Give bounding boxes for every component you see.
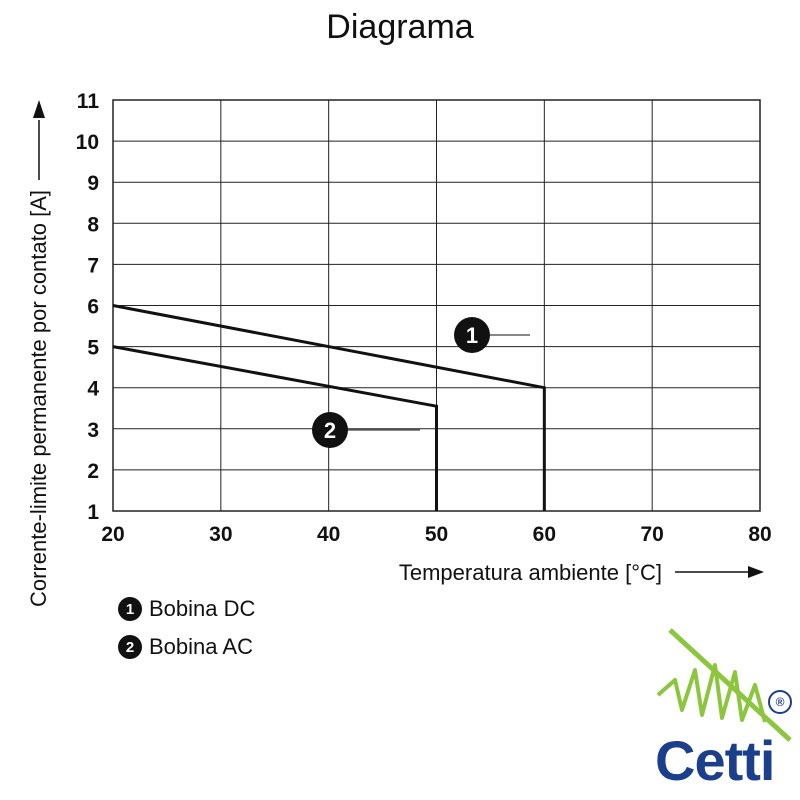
- y-axis-arrow-head: [33, 100, 45, 118]
- y-tick-label: 9: [87, 172, 99, 195]
- chart-title: Diagrama: [326, 8, 474, 46]
- y-tick-label: 4: [87, 378, 99, 401]
- y-tick-label: 7: [87, 254, 99, 277]
- legend-marker-1: 1: [118, 597, 142, 621]
- x-tick-label: 70: [640, 523, 663, 546]
- y-tick-label: 6: [87, 296, 99, 319]
- legend-marker-2: 2: [118, 635, 142, 659]
- legend-label-dc: Bobina DC: [149, 596, 256, 621]
- y-tick-label: 5: [87, 337, 99, 360]
- legend-item-dc: 1 Bobina DC: [118, 596, 255, 622]
- legend-item-ac: 2 Bobina AC: [118, 634, 253, 660]
- x-tick-label: 50: [425, 523, 448, 546]
- y-tick-label: 1: [87, 501, 99, 524]
- series-line-2: [112, 345, 438, 511]
- y-tick-label: 11: [77, 90, 100, 113]
- legend-label-ac: Bobina AC: [149, 634, 253, 659]
- y-axis-label: Corrente-limite permanente por contato […: [26, 190, 51, 607]
- callout-number-1: 1: [466, 323, 478, 348]
- registered-mark: ®: [768, 690, 792, 714]
- cetti-logo-icon: [656, 628, 792, 742]
- x-tick-label: 20: [101, 523, 124, 546]
- y-tick-label: 3: [87, 419, 99, 442]
- x-axis-arrow-head: [748, 566, 764, 578]
- x-tick-label: 60: [533, 523, 556, 546]
- x-axis-label: Temperatura ambiente [°C]: [399, 560, 662, 585]
- y-tick-label: 2: [87, 460, 99, 483]
- x-tick-label: 80: [748, 523, 771, 546]
- series-line-1: [112, 304, 546, 511]
- callout-number-2: 2: [324, 418, 336, 443]
- callout-circle-1: [454, 317, 490, 353]
- y-tick-label: 8: [87, 213, 99, 236]
- x-tick-label: 30: [209, 523, 232, 546]
- x-tick-label: 40: [317, 523, 340, 546]
- y-tick-label: 10: [76, 131, 99, 154]
- brand-name: Cetti: [655, 729, 775, 792]
- callout-circle-2: [312, 412, 348, 448]
